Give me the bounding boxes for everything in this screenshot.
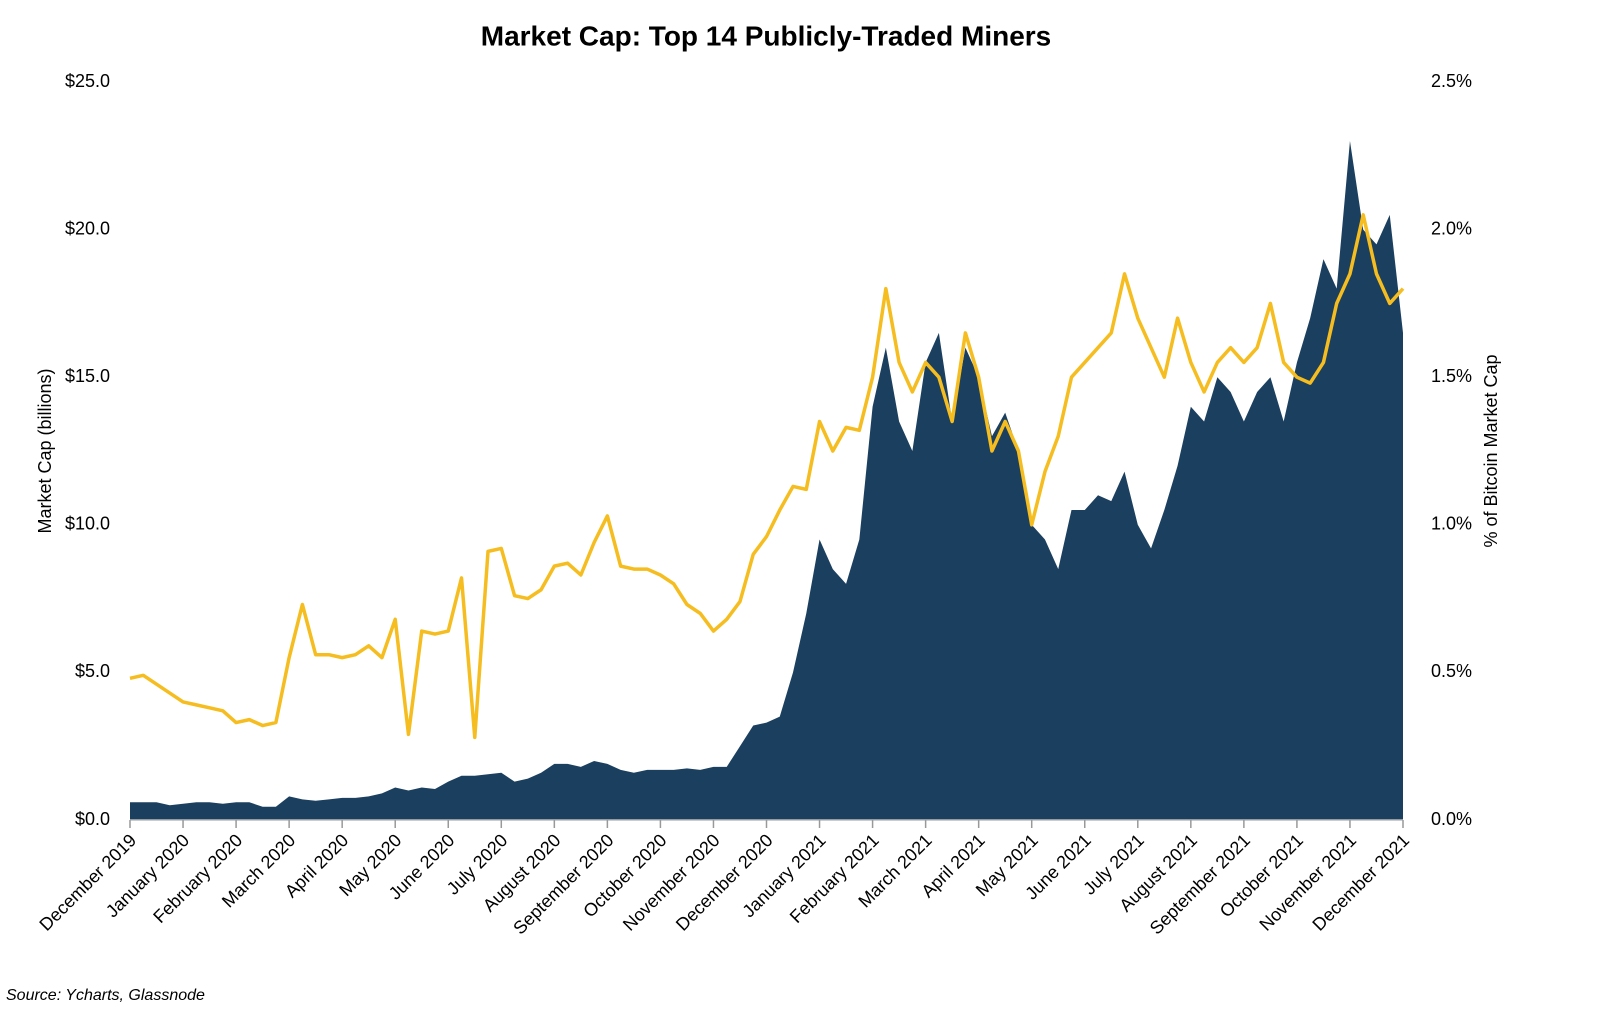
x-tick-label: December 2021 [1308, 830, 1413, 935]
y2-tick-label: 0.5% [1431, 661, 1472, 681]
y-tick-label: $0.0 [75, 809, 110, 829]
y-tick-label: $15.0 [65, 366, 110, 386]
y-tick-label: $10.0 [65, 514, 110, 534]
x-tick-label: December 2020 [672, 830, 777, 935]
x-tick-label: November 2020 [619, 830, 724, 935]
chart-title: Market Cap: Top 14 Publicly-Traded Miner… [481, 20, 1052, 51]
y2-tick-label: 1.0% [1431, 514, 1472, 534]
source-note: Source: Ycharts, Glassnode [6, 987, 205, 1004]
y2-tick-label: 2.0% [1431, 218, 1472, 238]
line [129, 213, 1405, 740]
y2-tick-label: 0.0% [1431, 809, 1472, 829]
y-tick-label: $5.0 [75, 661, 110, 681]
y-tick-label: $25.0 [65, 71, 110, 91]
area [130, 141, 1403, 821]
x-tick-label: December 2019 [35, 830, 140, 935]
y2-tick-label: 1.5% [1431, 366, 1472, 386]
x-tick-label: November 2021 [1255, 830, 1360, 935]
y2-tick-label: 2.5% [1431, 71, 1472, 91]
y2-axis-title: % of Bitcoin Market Cap [1481, 354, 1501, 547]
y-axis-title: Market Cap (billions) [35, 368, 55, 533]
y-tick-label: $20.0 [65, 218, 110, 238]
